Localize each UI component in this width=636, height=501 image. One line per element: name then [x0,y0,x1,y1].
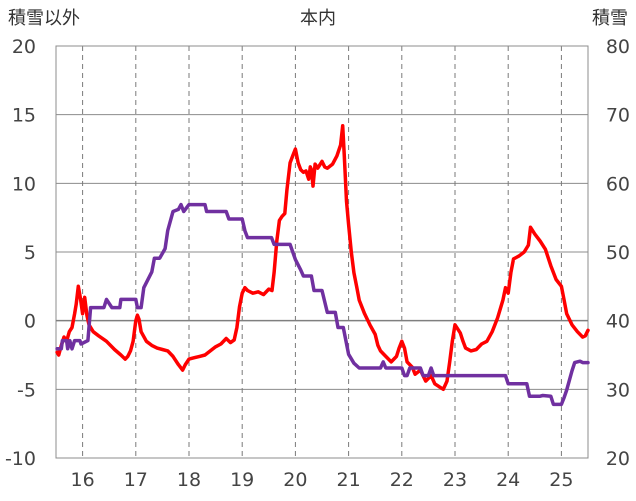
right-tick-label: 40 [606,311,630,333]
series-layer [55,123,590,407]
x-tick-label: 21 [337,469,361,491]
x-tick-label: 23 [443,469,467,491]
right-tick-label: 20 [606,448,630,470]
right-tick-label: 50 [606,242,630,264]
left-tick-label: 5 [24,242,36,264]
right-tick-label: 80 [606,36,630,58]
x-tick-label: 20 [283,469,307,491]
series-line-2 [55,202,590,407]
left-axis-label: 積雪以外 [8,8,80,29]
x-tick-label: 19 [230,469,254,491]
right-axis-label: 積雪 [592,8,628,29]
left-tick-label: 0 [24,311,36,333]
right-tick-label: 30 [606,379,630,401]
left-tick-label: 10 [12,173,36,195]
left-tick-label: 20 [12,36,36,58]
x-tick-label: 25 [549,469,573,491]
left-tick-label: 15 [12,105,36,127]
x-tick-label: 17 [124,469,148,491]
axis-labels: 積雪以外 本内 積雪 20151050-5-108070605040302016… [5,8,630,491]
right-tick-label: 70 [606,105,630,127]
left-tick-label: -10 [5,448,36,470]
x-tick-label: 18 [177,469,201,491]
plot-border [55,45,589,459]
chart-title: 本内 [300,8,336,29]
right-tick-label: 60 [606,173,630,195]
series-line-1 [55,123,590,392]
x-tick-label: 24 [496,469,520,491]
x-tick-label: 16 [71,469,95,491]
x-tick-label: 22 [390,469,414,491]
grid [55,45,589,459]
left-tick-label: -5 [17,379,36,401]
